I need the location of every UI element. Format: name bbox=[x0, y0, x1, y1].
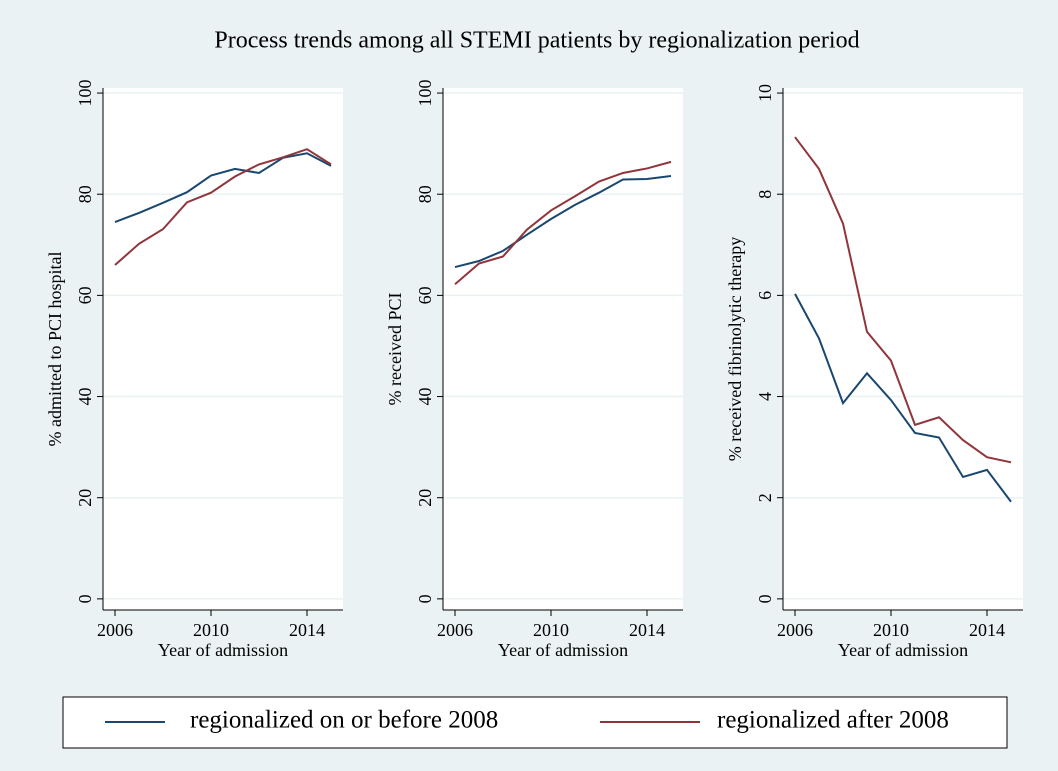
y-axis-label: % received PCI bbox=[385, 293, 405, 406]
x-tick-label: 2010 bbox=[193, 620, 229, 640]
y-tick-label: 20 bbox=[75, 489, 95, 507]
x-tick-label: 2006 bbox=[437, 620, 473, 640]
x-tick-label: 2014 bbox=[969, 620, 1005, 640]
plot-area bbox=[783, 88, 1023, 610]
y-tick-label: 8 bbox=[755, 190, 775, 199]
y-tick-label: 40 bbox=[415, 388, 435, 406]
chart-title: Process trends among all STEMI patients … bbox=[214, 28, 859, 54]
y-tick-label: 60 bbox=[75, 286, 95, 304]
y-tick-label: 0 bbox=[755, 594, 775, 603]
y-tick-label: 6 bbox=[755, 291, 775, 300]
y-tick-label: 0 bbox=[75, 594, 95, 603]
plot-area bbox=[443, 88, 683, 610]
y-tick-label: 80 bbox=[75, 185, 95, 203]
y-tick-label: 4 bbox=[755, 392, 775, 401]
y-tick-label: 100 bbox=[75, 80, 95, 107]
x-tick-label: 2006 bbox=[777, 620, 813, 640]
x-axis-label: Year of admission bbox=[838, 640, 968, 660]
x-axis-label: Year of admission bbox=[498, 640, 628, 660]
x-tick-label: 2010 bbox=[533, 620, 569, 640]
y-tick-label: 80 bbox=[415, 185, 435, 203]
line-series bbox=[794, 293, 1012, 503]
x-tick-label: 2014 bbox=[289, 620, 325, 640]
x-tick-label: 2010 bbox=[873, 620, 909, 640]
x-tick-label: 2006 bbox=[97, 620, 133, 640]
y-tick-label: 10 bbox=[755, 84, 775, 102]
x-tick-label: 2014 bbox=[629, 620, 665, 640]
y-tick-label: 60 bbox=[415, 286, 435, 304]
legend-label: regionalized on or before 2008 bbox=[190, 707, 498, 734]
x-axis-label: Year of admission bbox=[158, 640, 288, 660]
plot-area bbox=[103, 88, 343, 610]
y-tick-label: 20 bbox=[415, 489, 435, 507]
y-axis-label: % admitted to PCI hospital bbox=[45, 252, 65, 447]
y-tick-label: 40 bbox=[75, 388, 95, 406]
y-tick-label: 0 bbox=[415, 594, 435, 603]
line-series bbox=[454, 175, 672, 269]
y-tick-label: 2 bbox=[755, 493, 775, 502]
line-series bbox=[114, 148, 332, 266]
line-series bbox=[114, 152, 332, 223]
y-axis-label: % received fibrinolytic therapy bbox=[725, 237, 745, 461]
legend-box bbox=[62, 696, 1008, 749]
y-tick-label: 100 bbox=[415, 80, 435, 107]
legend-label: regionalized after 2008 bbox=[717, 707, 949, 734]
line-series bbox=[794, 136, 1012, 464]
line-series bbox=[454, 160, 672, 286]
